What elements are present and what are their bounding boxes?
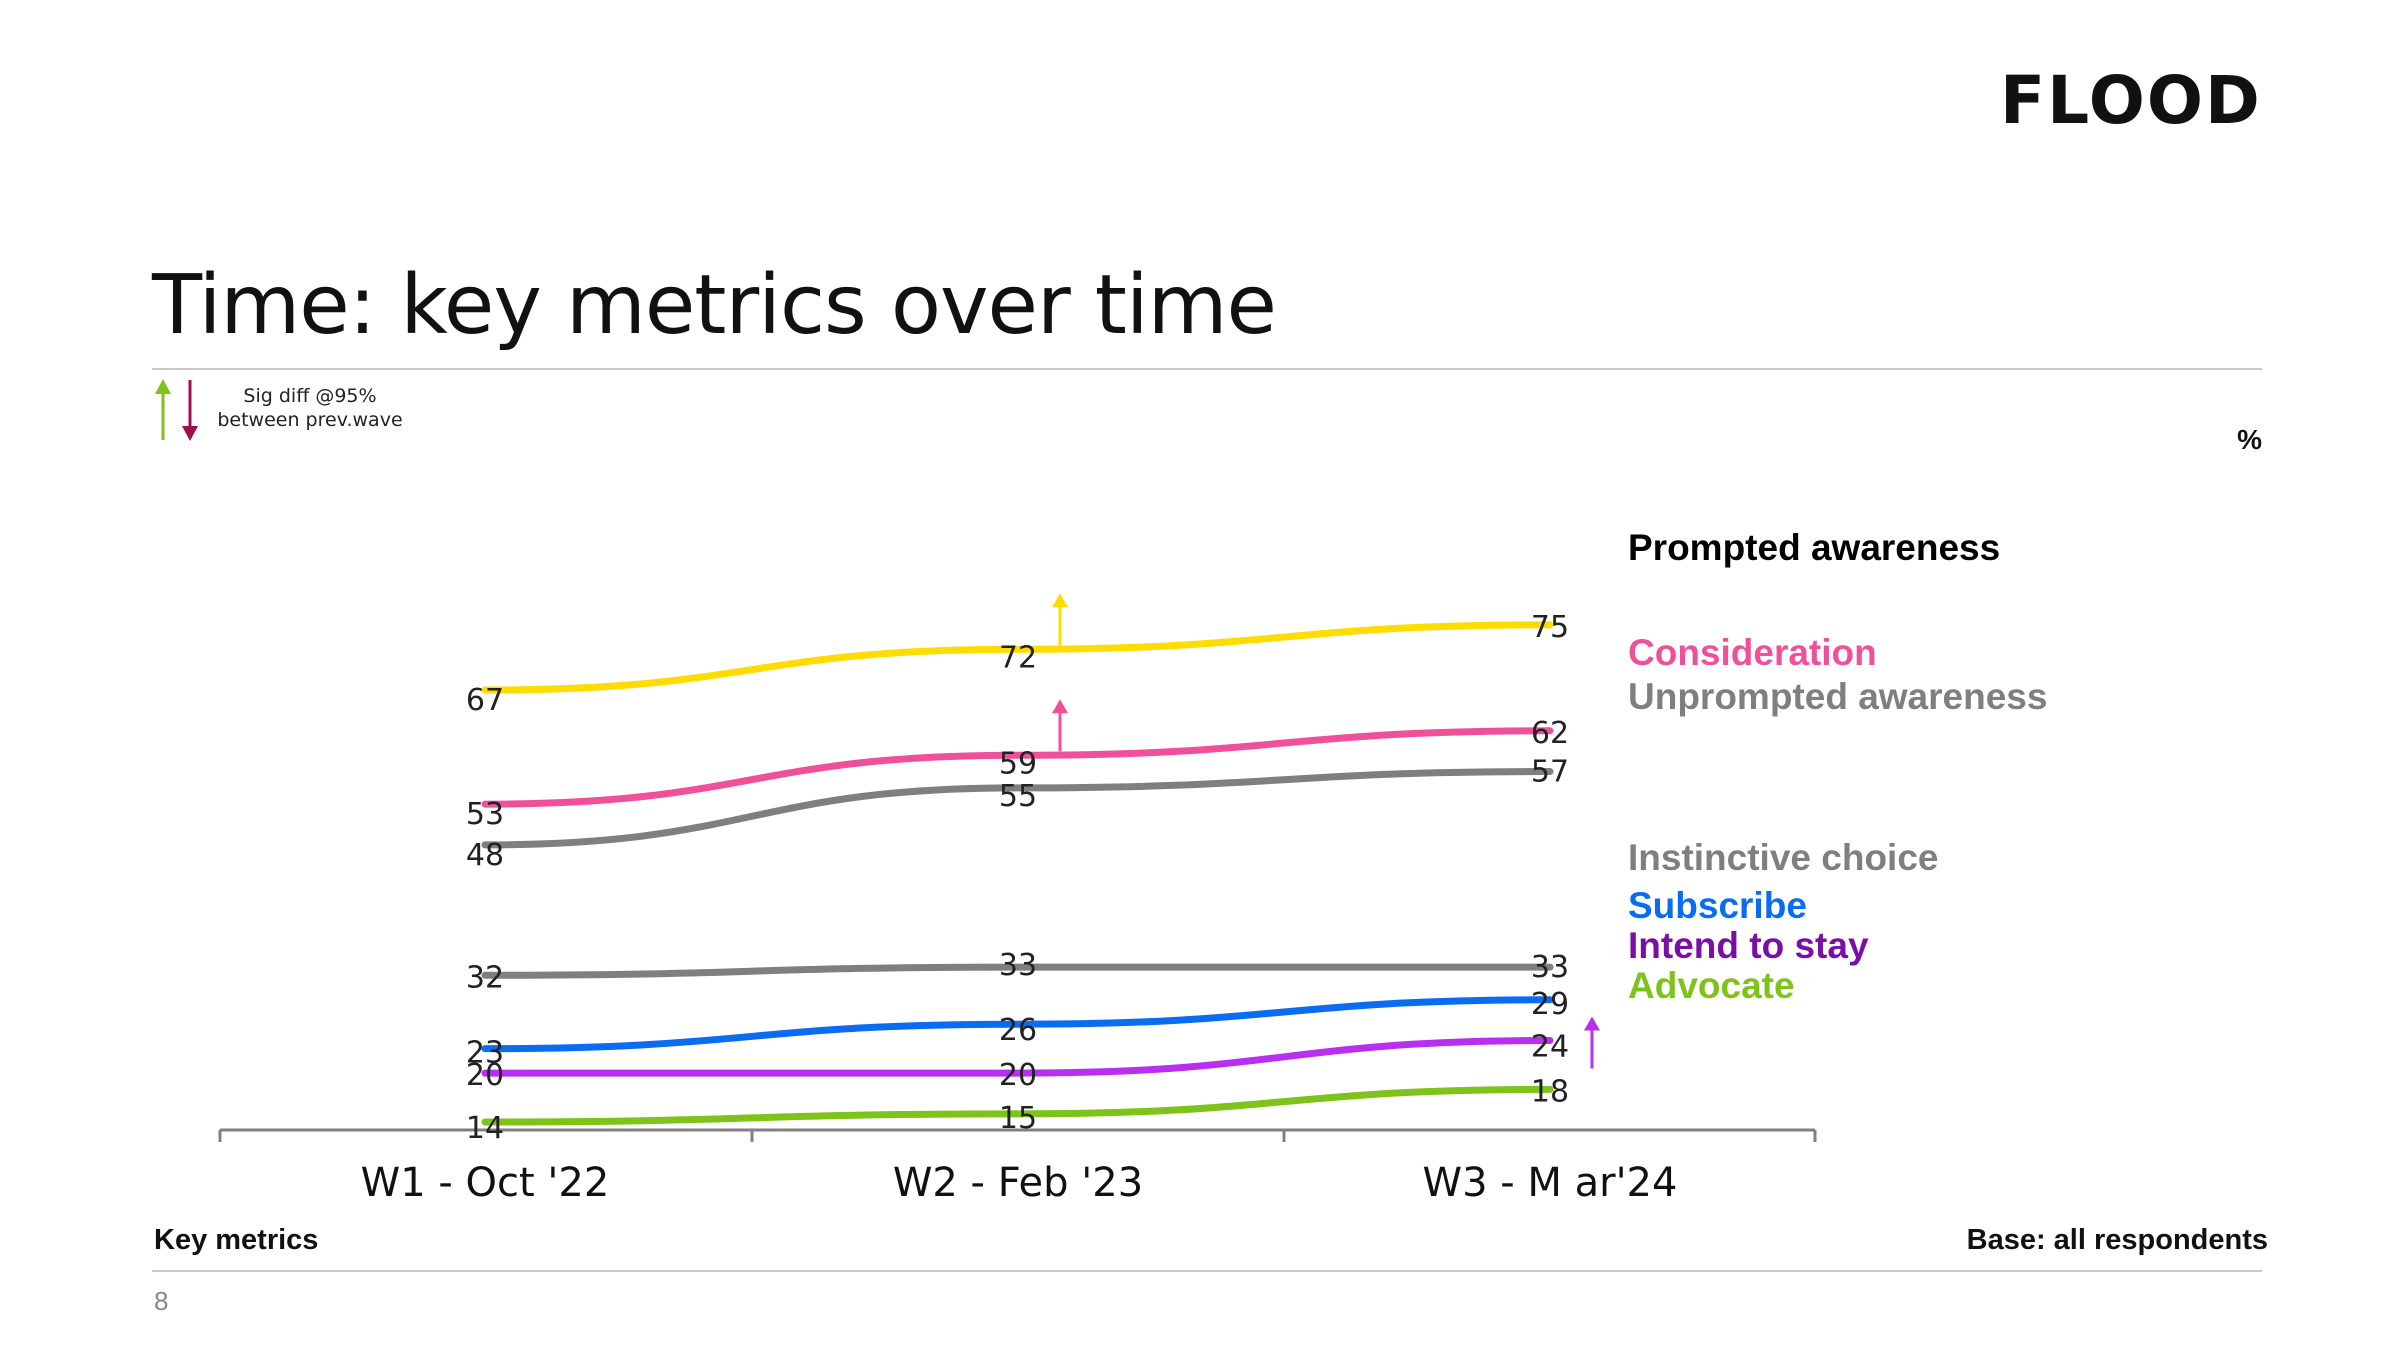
- data-label-unprompted-awareness-2: 57: [1531, 755, 1569, 790]
- sig-up-arrow-icon-consideration-1: [1052, 699, 1068, 752]
- footer-section-label: Key metrics: [154, 1224, 319, 1256]
- page-number: 8: [154, 1286, 169, 1316]
- series-name-intend-to-stay: Intend to stay: [1628, 925, 1869, 966]
- flood-logo: FLOOD: [2000, 62, 2262, 139]
- data-label-subscribe-2: 29: [1531, 987, 1569, 1022]
- key-metrics-line-chart: W1 - Oct '22 W2 - Feb '23 W3 - M ar'24 67 72…: [218, 527, 2047, 1206]
- data-label-advocate-2: 18: [1531, 1074, 1569, 1109]
- series-name-prompted-awareness: Prompted awareness: [1628, 527, 2000, 568]
- sig-legend-line2: between prev.wave: [217, 409, 403, 431]
- series-name-consideration: Consideration: [1628, 632, 1877, 673]
- sig-legend-arrows-icon: [155, 379, 198, 441]
- data-label-consideration-2: 62: [1531, 716, 1569, 751]
- x-tick-label-2: W3 - M ar'24: [1423, 1160, 1678, 1206]
- data-label-unprompted-awareness-0: 48: [466, 838, 504, 873]
- data-label-intend-to-stay-2: 24: [1531, 1030, 1569, 1065]
- series-line-instinctive-choice: [481, 963, 1554, 979]
- series-name-advocate: Advocate: [1628, 965, 1795, 1006]
- footer-divider: [152, 1270, 2262, 1272]
- data-label-intend-to-stay-1: 20: [999, 1058, 1037, 1093]
- title-divider: [152, 368, 2262, 370]
- sig-up-arrow-icon-intend-to-stay-2: [1584, 1016, 1600, 1069]
- series-line-advocate: [481, 1085, 1554, 1126]
- data-label-consideration-1: 59: [999, 746, 1037, 781]
- data-label-advocate-1: 15: [999, 1101, 1037, 1136]
- series-line-consideration: [481, 727, 1554, 808]
- series-line-subscribe: [481, 996, 1554, 1053]
- data-label-prompted-awareness-0: 67: [466, 683, 504, 718]
- data-label-consideration-0: 53: [466, 797, 504, 832]
- data-label-prompted-awareness-2: 75: [1531, 610, 1569, 645]
- x-tick-label-1: W2 - Feb '23: [893, 1160, 1143, 1206]
- sig-up-arrow-icon-prompted-awareness-1: [1052, 593, 1068, 646]
- series-name-subscribe: Subscribe: [1628, 885, 1807, 926]
- series-name-unprompted-awareness: Unprompted awareness: [1628, 676, 2047, 717]
- data-label-instinctive-choice-1: 33: [999, 948, 1037, 983]
- sig-legend-line1: Sig diff @95%: [243, 385, 377, 407]
- series-line-unprompted-awareness: [481, 768, 1554, 849]
- sig-legend-text: Sig diff @95% between prev.wave: [210, 384, 410, 432]
- data-label-subscribe-1: 26: [999, 1013, 1037, 1048]
- data-label-intend-to-stay-0: 20: [466, 1058, 504, 1093]
- data-label-advocate-0: 14: [466, 1111, 504, 1146]
- series-line-intend-to-stay: [481, 1037, 1554, 1077]
- page-title: Time: key metrics over time: [152, 258, 1277, 353]
- data-label-instinctive-choice-2: 33: [1531, 950, 1569, 985]
- x-tick-label-0: W1 - Oct '22: [361, 1160, 610, 1206]
- data-label-prompted-awareness-1: 72: [999, 640, 1037, 675]
- series-name-instinctive-choice: Instinctive choice: [1628, 837, 1939, 878]
- series-line-prompted-awareness: [481, 621, 1554, 694]
- data-label-unprompted-awareness-1: 55: [999, 779, 1037, 814]
- footer-base-note: Base: all respondents: [1966, 1224, 2268, 1256]
- data-label-subscribe-0: 23: [466, 1036, 504, 1071]
- unit-label: %: [2237, 424, 2262, 455]
- data-label-instinctive-choice-0: 32: [466, 960, 504, 995]
